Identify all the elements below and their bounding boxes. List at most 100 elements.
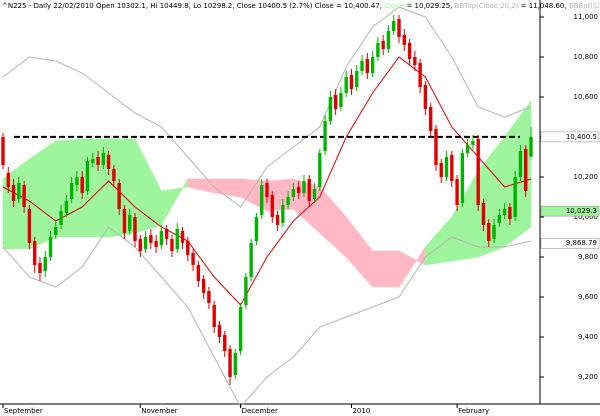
candle-body: [254, 217, 259, 241]
candle-body: [296, 187, 301, 193]
y-tick-label: 10,000: [574, 213, 599, 221]
candle-body: [80, 177, 84, 193]
y-tick-label: 11,000: [574, 13, 599, 21]
candle-body: [508, 207, 512, 219]
candle-body: [428, 107, 433, 131]
y-tick-label: 9,800: [578, 253, 598, 261]
candle-body: [476, 139, 480, 205]
candle-body: [138, 239, 142, 251]
indicator-line: [2, 6, 532, 208]
candle-body: [1, 137, 5, 165]
candle-body: [175, 229, 179, 249]
candle-body: [191, 253, 195, 265]
candle-body: [318, 153, 322, 187]
candle-body: [487, 223, 491, 241]
price-label-text: 9,868.79: [566, 239, 597, 247]
candle-body: [228, 349, 232, 377]
x-tick-label: February: [458, 407, 489, 415]
y-tick-label: 10,600: [574, 93, 599, 101]
candle-body: [529, 136, 533, 157]
candle-body: [96, 157, 100, 165]
y-tick-label: 9,600: [578, 293, 598, 301]
candle-body: [328, 97, 333, 121]
x-tick-label: December: [242, 407, 278, 415]
candle-body: [407, 43, 412, 59]
candle-body: [497, 215, 502, 223]
y-tick-label: 9,400: [578, 333, 598, 341]
candle-body: [413, 57, 417, 65]
x-tick-label: September: [4, 407, 43, 415]
candle-body: [386, 31, 391, 49]
cloud-segment: [372, 250, 400, 288]
y-tick-label: 9,200: [578, 373, 598, 381]
candle-body: [465, 145, 470, 153]
candle-body: [339, 93, 343, 107]
candle-body: [492, 225, 496, 239]
candle-body: [270, 195, 274, 217]
candle-body: [122, 209, 127, 233]
price-label-box: [540, 205, 600, 217]
candle-body: [312, 189, 317, 199]
candle-body: [207, 291, 211, 303]
candle-body: [524, 149, 528, 191]
candle-body: [281, 205, 285, 223]
candle-body: [54, 227, 58, 235]
candle-body: [291, 189, 296, 197]
candle-body: [133, 217, 137, 241]
price-label-text: 10,029.3: [566, 207, 597, 215]
candle-body: [450, 155, 454, 181]
candle-body: [418, 63, 422, 87]
candle-body: [518, 151, 523, 177]
candle-body: [376, 43, 380, 57]
candle-body: [159, 231, 164, 245]
candle-body: [117, 183, 121, 209]
legend-text: BBTop(Close,20,2): [455, 2, 519, 10]
candle-body: [59, 211, 63, 225]
legend-text: = 11,048.60,: [521, 2, 567, 10]
candle-body: [360, 61, 364, 71]
candle-body: [333, 95, 338, 109]
candle-body: [48, 237, 53, 257]
candle-body: [101, 153, 106, 165]
legend-text: ^N225 - Daily 22/02/2010 Open 10302.1, H…: [2, 2, 313, 10]
candle-body: [260, 185, 264, 215]
x-tick-label: November: [141, 407, 178, 415]
candle-body: [286, 197, 290, 205]
candle-body: [223, 335, 227, 351]
candle-body: [75, 177, 79, 185]
candle-body: [106, 155, 111, 169]
legend-text: = 10,029.25,: [406, 2, 452, 10]
y-tick-label: 10,800: [574, 53, 599, 61]
candle-body: [402, 35, 406, 45]
candle-body: [460, 153, 465, 203]
candle-body: [164, 229, 169, 239]
candle-body: [392, 21, 396, 31]
candle-body: [275, 215, 280, 225]
candle-body: [471, 141, 475, 145]
candle-body: [6, 173, 10, 187]
reference-label-text: 10,400.5: [566, 133, 597, 141]
title-line: ^N225 - Daily 22/02/2010 Open 10302.1, H…: [2, 2, 600, 10]
candle-body: [233, 353, 238, 375]
candle-body: [112, 169, 116, 181]
candle-body: [244, 277, 248, 305]
candle-body: [513, 177, 517, 217]
candle-body: [38, 263, 42, 273]
candle-body: [196, 265, 201, 281]
candle-body: [186, 241, 190, 255]
candle-body: [381, 41, 385, 49]
candle-body: [170, 239, 174, 251]
candle-body: [481, 203, 486, 225]
candle-body: [355, 71, 359, 87]
candle-body: [17, 183, 21, 199]
candle-body: [439, 163, 443, 177]
candle-body: [365, 59, 370, 73]
candle-body: [397, 19, 401, 37]
candle-body: [238, 307, 243, 351]
candle-body: [217, 325, 222, 337]
candle-body: [128, 215, 132, 231]
candle-body: [349, 75, 354, 89]
candle-body: [143, 237, 148, 249]
legend-text: Close = 10,400.47,: [315, 2, 382, 10]
